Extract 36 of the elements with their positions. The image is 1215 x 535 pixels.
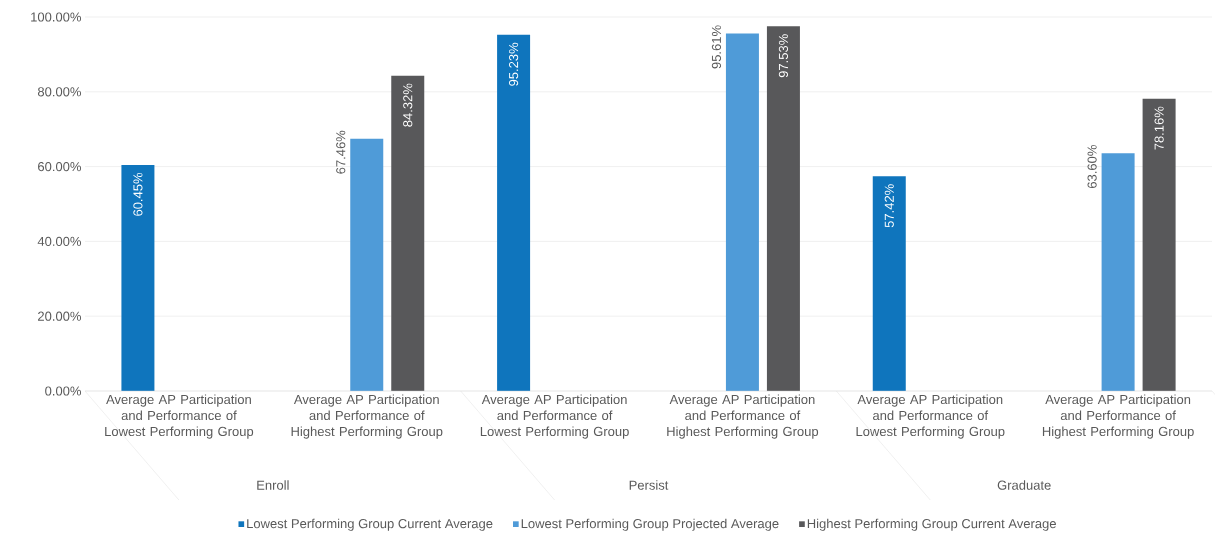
x-tick-label: Average AP Participation and Performance of Highest Performing Group (1042, 394, 1194, 439)
legend-label: Lowest Performing Group Current Average (247, 518, 493, 531)
y-tick-label: 20.00% (38, 311, 82, 321)
y-tick-label: 80.00% (37, 87, 82, 97)
x-tick-label: Average AP Participation and Performance of Lowest Performing Group (105, 394, 254, 439)
x-tick-label: Average AP Participation and Performance of Lowest Performing Group (480, 394, 629, 439)
data-label: 60.45% (133, 172, 143, 216)
bar (1142, 98, 1176, 391)
data-label: 63.60% (1087, 145, 1097, 189)
y-tick-label: 60.00% (38, 161, 82, 172)
bar (391, 75, 425, 391)
data-label: 95.61% (711, 25, 722, 69)
bar (1101, 153, 1135, 391)
bar (766, 26, 800, 391)
x-tick-label: Average AP Participation and Performance of Highest Performing Group (667, 394, 819, 439)
data-label: 95.23% (508, 42, 519, 86)
text: Graduate (997, 480, 1051, 490)
text: Enroll (257, 480, 289, 490)
text: Persist (629, 480, 669, 490)
legend-label: Highest Performing Group Current Average (807, 518, 1056, 531)
y-tick-label: 0.00% (45, 386, 82, 396)
data-label: 84.32% (403, 83, 413, 127)
y-tick-label: 100.00% (31, 12, 82, 22)
y-tick-label: 40.00% (37, 236, 82, 246)
x-tick-label: Average AP Participation and Performance of Lowest Performing Group (856, 394, 1005, 439)
bar (872, 176, 906, 391)
bar (725, 33, 759, 391)
data-label: 67.46% (336, 130, 346, 174)
legend-label: Lowest Performing Group Projected Average (521, 518, 779, 531)
x-tick-label: Average AP Participation and Performance of Highest Performing Group (291, 394, 443, 439)
data-label: 57.42% (884, 184, 894, 228)
data-label: 78.16% (1154, 106, 1164, 150)
bar (350, 138, 384, 391)
data-label: 97.53% (778, 34, 789, 78)
bar (497, 34, 531, 391)
bar (121, 164, 155, 391)
